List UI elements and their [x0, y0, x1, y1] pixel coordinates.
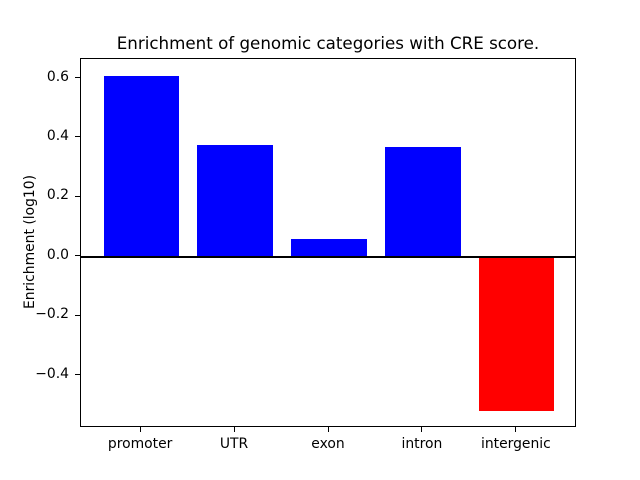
- y-tick-label-0.4: 0.4: [46, 127, 69, 144]
- chart-title: Enrichment of genomic categories with CR…: [116, 33, 540, 53]
- x-tick-label-intron: intron: [401, 436, 443, 452]
- y-tick-label-0.0: 0.0: [46, 246, 69, 263]
- y-tick-label-−0.2: −0.2: [35, 306, 69, 323]
- x-tick-label-exon: exon: [311, 436, 345, 452]
- bar-UTR: [197, 145, 273, 257]
- y-axis-label: Enrichment (log10): [22, 174, 38, 310]
- y-tick-label-−0.4: −0.4: [35, 365, 69, 382]
- x-tick-label-promoter: promoter: [107, 436, 173, 452]
- y-tick-label-0.6: 0.6: [46, 68, 69, 85]
- plot-area: [80, 57, 576, 428]
- x-tick-exon: [327, 427, 329, 433]
- y-tick-0.6: [75, 77, 80, 78]
- bar-exon: [291, 238, 367, 257]
- bar-intergenic: [479, 256, 555, 412]
- x-tick-label-UTR: UTR: [219, 436, 249, 452]
- x-tick-label-intergenic: intergenic: [480, 436, 551, 452]
- y-tick-−0.2: [75, 314, 80, 316]
- x-tick-promoter: [139, 427, 141, 433]
- y-tick-0.2: [75, 195, 80, 197]
- bar-intron: [385, 146, 461, 257]
- y-tick-label-0.2: 0.2: [46, 187, 69, 204]
- x-tick-intergenic: [515, 427, 517, 433]
- bar-promoter: [103, 75, 179, 257]
- y-tick-−0.4: [75, 374, 80, 376]
- y-tick-0.4: [75, 136, 80, 138]
- x-tick-UTR: [233, 427, 235, 433]
- y-tick-0.0: [75, 255, 80, 257]
- x-tick-intron: [421, 427, 423, 433]
- zero-line: [81, 255, 575, 258]
